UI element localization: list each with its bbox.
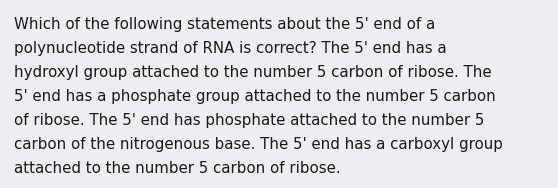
- Text: attached to the number 5 carbon of ribose.: attached to the number 5 carbon of ribos…: [14, 161, 340, 176]
- Text: hydroxyl group attached to the number 5 carbon of ribose. The: hydroxyl group attached to the number 5 …: [14, 65, 492, 80]
- Text: 5' end has a phosphate group attached to the number 5 carbon: 5' end has a phosphate group attached to…: [14, 89, 496, 104]
- Text: carbon of the nitrogenous base. The 5' end has a carboxyl group: carbon of the nitrogenous base. The 5' e…: [14, 137, 503, 152]
- Text: of ribose. The 5' end has phosphate attached to the number 5: of ribose. The 5' end has phosphate atta…: [14, 113, 484, 128]
- Text: polynucleotide strand of RNA is correct? The 5' end has a: polynucleotide strand of RNA is correct?…: [14, 41, 446, 56]
- Text: Which of the following statements about the 5' end of a: Which of the following statements about …: [14, 17, 435, 32]
